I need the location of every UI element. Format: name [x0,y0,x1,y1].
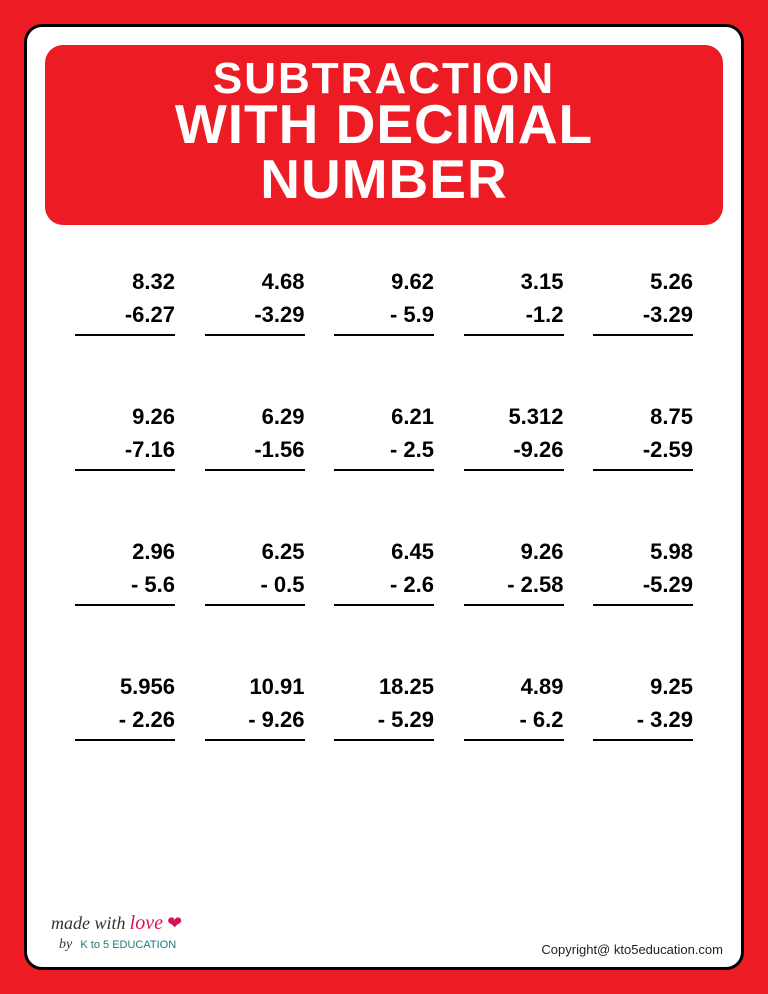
footer-brand-text: K to 5 EDUCATION [80,939,176,951]
minuend: 5.98 [593,535,693,568]
subtraction-problem: 8.32 -6.27 [75,265,175,336]
subtraction-problem: 4.68 -3.29 [205,265,305,336]
problem-row: 5.956 - 2.26 10.91 - 9.26 18.25 - 5.29 4… [75,670,693,741]
subtraction-problem: 4.89 - 6.2 [464,670,564,741]
minuend: 8.32 [75,265,175,298]
subtraction-problem: 6.21 - 2.5 [334,400,434,471]
heart-icon: ❤ [167,913,182,933]
subtraction-problem: 18.25 - 5.29 [334,670,434,741]
minuend: 6.25 [205,535,305,568]
minuend: 18.25 [334,670,434,703]
minuend: 4.89 [464,670,564,703]
subtraction-problem: 5.26 -3.29 [593,265,693,336]
minuend: 8.75 [593,400,693,433]
copyright-text: Copyright@ kto5education.com [541,942,723,957]
minuend: 2.96 [75,535,175,568]
minuend: 5.312 [464,400,564,433]
subtrahend: - 6.2 [464,703,564,741]
subtrahend: -3.29 [205,298,305,336]
subtrahend: -1.56 [205,433,305,471]
subtraction-problem: 6.29 -1.56 [205,400,305,471]
minuend: 6.21 [334,400,434,433]
subtraction-problem: 10.91 - 9.26 [205,670,305,741]
subtraction-problem: 9.26 - 2.58 [464,535,564,606]
subtrahend: - 5.6 [75,568,175,606]
problems-grid: 8.32 -6.27 4.68 -3.29 9.62 - 5.9 3.15 -1… [45,225,723,815]
subtrahend: - 0.5 [205,568,305,606]
subtraction-problem: 6.45 - 2.6 [334,535,434,606]
subtrahend: - 5.29 [334,703,434,741]
subtraction-problem: 3.15 -1.2 [464,265,564,336]
subtrahend: - 2.6 [334,568,434,606]
subtrahend: - 2.26 [75,703,175,741]
subtraction-problem: 9.26 -7.16 [75,400,175,471]
minuend: 6.45 [334,535,434,568]
subtrahend: -7.16 [75,433,175,471]
problem-row: 8.32 -6.27 4.68 -3.29 9.62 - 5.9 3.15 -1… [75,265,693,336]
subtraction-problem: 5.98 -5.29 [593,535,693,606]
minuend: 10.91 [205,670,305,703]
subtrahend: -1.2 [464,298,564,336]
title-banner: SUBTRACTION WITH DECIMAL NUMBER [45,45,723,225]
minuend: 9.25 [593,670,693,703]
minuend: 9.26 [75,400,175,433]
minuend: 5.956 [75,670,175,703]
problem-row: 9.26 -7.16 6.29 -1.56 6.21 - 2.5 5.312 -… [75,400,693,471]
subtraction-problem: 5.956 - 2.26 [75,670,175,741]
subtrahend: -5.29 [593,568,693,606]
footer-by-text: by [59,937,72,952]
subtrahend: -9.26 [464,433,564,471]
subtraction-problem: 9.62 - 5.9 [334,265,434,336]
subtrahend: - 2.5 [334,433,434,471]
subtrahend: -2.59 [593,433,693,471]
minuend: 3.15 [464,265,564,298]
worksheet-page: SUBTRACTION WITH DECIMAL NUMBER 8.32 -6.… [24,24,744,970]
subtrahend: - 3.29 [593,703,693,741]
minuend: 6.29 [205,400,305,433]
subtraction-problem: 6.25 - 0.5 [205,535,305,606]
subtrahend: - 2.58 [464,568,564,606]
outer-frame: SUBTRACTION WITH DECIMAL NUMBER 8.32 -6.… [0,0,768,994]
subtraction-problem: 9.25 - 3.29 [593,670,693,741]
subtraction-problem: 2.96 - 5.6 [75,535,175,606]
subtrahend: -3.29 [593,298,693,336]
minuend: 9.62 [334,265,434,298]
footer-made-text: made with [51,913,126,933]
minuend: 5.26 [593,265,693,298]
subtraction-problem: 8.75 -2.59 [593,400,693,471]
subtrahend: -6.27 [75,298,175,336]
subtrahend: - 5.9 [334,298,434,336]
subtraction-problem: 5.312 -9.26 [464,400,564,471]
footer-love-text: love [130,912,163,934]
subtrahend: - 9.26 [205,703,305,741]
problem-row: 2.96 - 5.6 6.25 - 0.5 6.45 - 2.6 9.26 - … [75,535,693,606]
footer-logo: made with love ❤ by K to 5 EDUCATION [51,912,182,953]
title-line2: WITH DECIMAL NUMBER [55,97,713,207]
minuend: 9.26 [464,535,564,568]
minuend: 4.68 [205,265,305,298]
